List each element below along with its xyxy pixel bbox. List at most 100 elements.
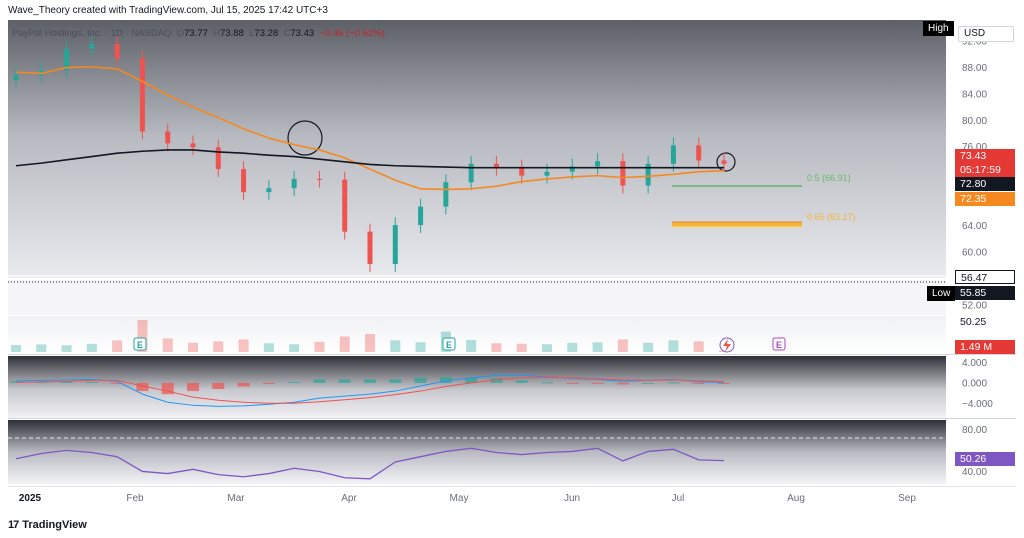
tradingview-logo-icon: 17 bbox=[8, 519, 19, 531]
price-pane bbox=[8, 20, 946, 278]
volume-bar bbox=[36, 344, 47, 352]
time-axis-label: Jul bbox=[672, 493, 685, 504]
price-change: −0.46 (−0.62%) bbox=[319, 28, 385, 39]
rsi-line bbox=[15, 447, 725, 480]
volume-bar bbox=[668, 340, 679, 352]
axes-layer: 52.0056.0060.0064.0068.0072.0076.0080.00… bbox=[19, 37, 993, 504]
candle-body bbox=[367, 231, 373, 264]
macd-histogram-bar bbox=[642, 382, 655, 384]
macd-axis-label: 0.000 bbox=[962, 378, 987, 389]
candle-body bbox=[139, 58, 145, 132]
volume-bar bbox=[61, 345, 72, 352]
time-axis-label: Jun bbox=[564, 493, 580, 504]
low-zone bbox=[8, 280, 946, 315]
macd-histogram-bar bbox=[515, 380, 528, 383]
macd-histogram-bar bbox=[364, 379, 376, 383]
candle-body bbox=[392, 225, 398, 264]
candle-body bbox=[519, 167, 525, 176]
volume-bar bbox=[112, 340, 123, 352]
candle-body bbox=[645, 163, 651, 186]
volume-bar bbox=[567, 342, 578, 352]
symbol-name: PayPal Holdings, Inc. · 1D · NASDAQ bbox=[12, 28, 172, 39]
rsi-level-tag: 50.25 bbox=[955, 315, 1015, 329]
macd-histogram-bar bbox=[161, 382, 174, 395]
volume-bar bbox=[263, 343, 274, 352]
candle-body bbox=[468, 163, 474, 183]
price-axis-label: 76.00 bbox=[962, 142, 987, 153]
footer-brand[interactable]: 17 TradingView bbox=[8, 518, 87, 532]
macd-histogram-bar bbox=[414, 377, 427, 383]
low-level-tag: 55.85 bbox=[955, 286, 1015, 300]
candle-body bbox=[190, 143, 196, 148]
volume-bar bbox=[643, 342, 654, 352]
macd-axis-label: −4.000 bbox=[962, 399, 993, 410]
ohlc-high: 73.88 bbox=[220, 28, 244, 39]
macd-histogram-bar bbox=[288, 381, 301, 383]
candle-body bbox=[418, 206, 424, 226]
golden-cross-circle bbox=[287, 120, 323, 156]
time-axis-label: Feb bbox=[126, 493, 144, 504]
volume-bar bbox=[289, 344, 300, 352]
volume-bar bbox=[238, 339, 249, 352]
volume-bar bbox=[542, 344, 552, 352]
time-axis-label: Aug bbox=[787, 493, 805, 504]
time-axis-label: Mar bbox=[227, 493, 245, 504]
volume-bar bbox=[339, 336, 350, 352]
candle-body bbox=[241, 169, 247, 193]
volume-bar bbox=[491, 343, 502, 352]
volume-pane bbox=[8, 316, 946, 354]
price-axis-label: 92.00 bbox=[962, 37, 987, 48]
earnings-marker[interactable]: E bbox=[442, 337, 456, 351]
macd-histogram-bar bbox=[616, 382, 629, 385]
volume-bar bbox=[314, 341, 325, 352]
time-axis-label: Sep bbox=[898, 493, 916, 504]
candle-body bbox=[114, 43, 120, 59]
cross-circle bbox=[716, 152, 736, 172]
symbol-legend[interactable]: PayPal Holdings, Inc. · 1D · NASDAQ O73.… bbox=[12, 28, 385, 39]
macd-histogram-bar bbox=[718, 382, 730, 384]
volume-bar bbox=[86, 343, 97, 352]
currency-selector[interactable]: USD bbox=[958, 26, 1014, 42]
last-price-tag: 73.43 bbox=[955, 149, 1015, 163]
volume-bar bbox=[516, 343, 527, 352]
macd-axis-label: 4.000 bbox=[962, 358, 987, 369]
high-level-tag: 56.47 bbox=[955, 270, 1015, 284]
rsi-value-tag: 50.26 bbox=[955, 452, 1015, 466]
candle-body bbox=[493, 163, 499, 168]
candle-body bbox=[266, 188, 272, 193]
volume-bar bbox=[365, 334, 375, 352]
candle-body bbox=[670, 145, 676, 164]
volume-bar bbox=[693, 341, 704, 352]
rsi-layer bbox=[15, 447, 725, 480]
macd-histogram-bar bbox=[85, 381, 98, 383]
ma50-tag: 72.35 bbox=[955, 192, 1015, 206]
earnings-marker[interactable]: E bbox=[772, 337, 786, 351]
event-lightning-icon[interactable] bbox=[719, 337, 735, 353]
ma200-line bbox=[15, 149, 724, 169]
volume-bar bbox=[11, 345, 21, 352]
price-axis-label: 80.00 bbox=[962, 116, 987, 127]
volume-bar bbox=[466, 339, 477, 352]
candles-layer bbox=[13, 35, 727, 272]
volume-bar bbox=[162, 338, 173, 352]
macd-histogram-bar bbox=[237, 382, 250, 387]
candle-body bbox=[443, 182, 449, 207]
candle-body bbox=[620, 161, 626, 186]
volume-bar bbox=[617, 339, 628, 352]
candle-body bbox=[544, 171, 550, 176]
macd-signal-line bbox=[15, 376, 725, 404]
macd-histogram-bar bbox=[667, 382, 680, 384]
macd-histogram-bar bbox=[187, 382, 199, 392]
price-axis-label: 60.00 bbox=[962, 248, 987, 259]
candle-body bbox=[64, 49, 70, 71]
macd-histogram-bar bbox=[338, 379, 351, 383]
macd-histogram-bar bbox=[692, 382, 705, 384]
svg-text:E: E bbox=[137, 340, 143, 350]
earnings-marker[interactable]: E bbox=[133, 337, 147, 351]
ohlc-open: 73.77 bbox=[184, 28, 208, 39]
svg-text:E: E bbox=[446, 340, 452, 350]
candle-body bbox=[89, 43, 95, 50]
candle-body bbox=[316, 178, 322, 180]
ma200-tag: 72.80 bbox=[955, 177, 1015, 191]
